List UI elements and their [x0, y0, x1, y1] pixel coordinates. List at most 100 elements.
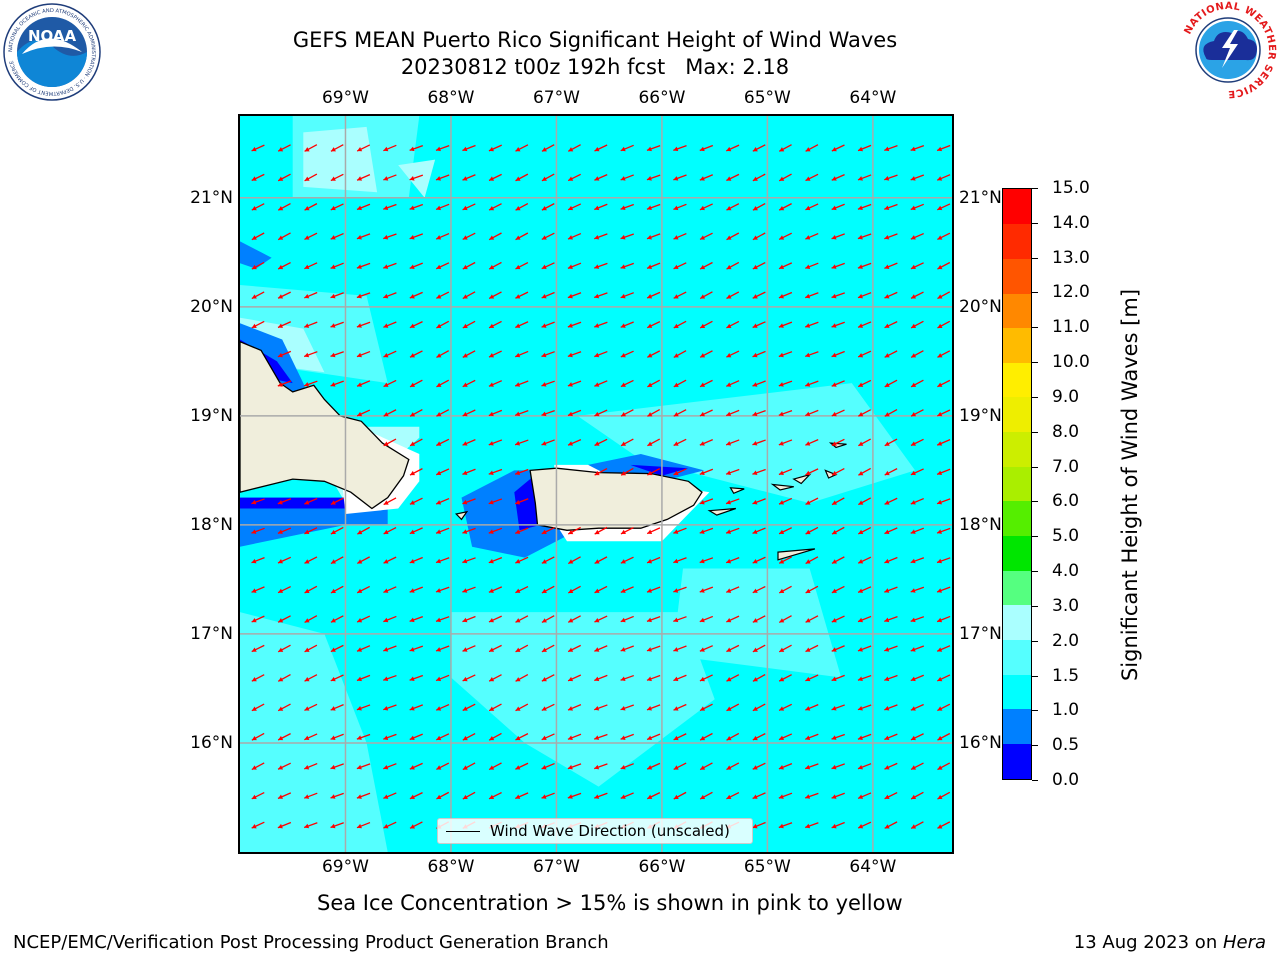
wave-direction-arrow — [356, 321, 371, 328]
arrow-head — [857, 234, 863, 240]
arrow-head — [409, 264, 415, 269]
arrow-head — [462, 294, 468, 299]
wave-direction-arrow — [831, 321, 845, 328]
wave-direction-arrow — [594, 468, 608, 476]
arrow-head — [251, 146, 257, 152]
arrow-head — [462, 176, 468, 181]
arrow-head — [884, 470, 890, 476]
wave-direction-arrow — [752, 350, 766, 358]
arrow-head — [568, 647, 574, 652]
arrow-head — [541, 794, 547, 799]
wave-direction-arrow — [831, 233, 845, 240]
wave-direction-arrow — [357, 526, 370, 535]
arrow-head — [462, 205, 468, 211]
wave-direction-arrow — [725, 468, 740, 475]
arrow-head — [541, 264, 547, 270]
colorbar-bin — [1003, 431, 1031, 467]
arrow-head — [515, 499, 521, 505]
arrow-head — [699, 205, 705, 211]
arrow-head — [910, 235, 916, 240]
wave-direction-arrow — [567, 262, 582, 269]
wave-direction-arrow — [620, 144, 634, 152]
arrow-head — [831, 293, 837, 299]
wave-direction-arrow — [884, 527, 898, 535]
wave-direction-arrow — [409, 468, 423, 476]
wave-direction-arrow — [383, 233, 397, 240]
arrow-head — [304, 382, 310, 387]
wave-direction-arrow — [304, 232, 318, 241]
wave-direction-arrow — [277, 762, 291, 770]
wave-direction-arrow — [752, 261, 766, 270]
wave-direction-arrow — [488, 261, 502, 270]
arrow-head — [462, 470, 468, 476]
wave-direction-arrow — [383, 733, 397, 740]
colorbar-bin — [1003, 396, 1031, 433]
arrow-head — [858, 382, 864, 387]
wave-direction-arrow — [436, 350, 450, 359]
arrow-head — [937, 176, 943, 181]
wave-direction-arrow — [435, 733, 450, 741]
wave-direction-arrow — [831, 174, 845, 181]
arrow-head — [541, 441, 547, 446]
arrow-head — [858, 824, 864, 829]
arrow-head — [436, 500, 442, 505]
arrow-head — [778, 823, 784, 829]
wave-direction-arrow — [488, 350, 502, 358]
wave-direction-arrow — [910, 821, 924, 830]
legend-line-sample — [446, 830, 480, 832]
arrow-head — [937, 794, 943, 800]
arrow-head — [831, 323, 837, 328]
wave-direction-arrow — [567, 526, 581, 535]
wave-direction-arrow — [805, 468, 819, 476]
colorbar-tick — [1032, 431, 1038, 433]
wave-direction-arrow — [515, 556, 529, 564]
wave-direction-arrow — [699, 703, 713, 712]
arrow-head — [673, 235, 679, 240]
wave-direction-arrow — [409, 497, 423, 505]
wave-direction-arrow — [778, 468, 793, 476]
arrow-head — [911, 382, 917, 387]
wave-direction-arrow — [435, 174, 450, 181]
arrow-head — [620, 617, 626, 623]
wave-direction-arrow — [330, 674, 344, 682]
wave-direction-arrow — [910, 703, 924, 711]
arrow-head — [620, 293, 626, 299]
arrow-head — [857, 205, 863, 211]
wave-direction-arrow — [356, 292, 371, 299]
arrow-head — [752, 823, 758, 829]
arrow-head — [884, 500, 890, 505]
arrow-head — [489, 677, 495, 682]
arrow-head — [409, 676, 415, 682]
wave-direction-arrow — [304, 527, 318, 535]
arrow-head — [330, 382, 336, 387]
wave-direction-arrow — [726, 203, 740, 211]
arrow-head — [805, 176, 811, 181]
arrow-head — [805, 647, 811, 652]
wave-direction-arrow — [620, 438, 634, 447]
arrow-head — [383, 559, 389, 564]
arrow-head — [858, 559, 864, 564]
wave-direction-arrow — [778, 262, 793, 270]
arrow-head — [831, 500, 837, 505]
arrow-head — [805, 764, 811, 770]
arrow-head — [937, 529, 942, 534]
wave-direction-arrow — [541, 615, 555, 623]
wave-direction-arrow — [435, 232, 450, 240]
wave-direction-arrow — [251, 586, 265, 593]
arrow-head — [251, 264, 257, 270]
arrow-head — [383, 735, 389, 740]
colorbar-tick — [1032, 675, 1038, 677]
arrow-head — [330, 676, 336, 682]
arrow-head — [462, 765, 468, 770]
arrow-head — [251, 706, 257, 711]
arrow-head — [700, 794, 706, 800]
arrow-head — [805, 823, 811, 829]
arrow-head — [647, 323, 653, 328]
wave-direction-arrow — [620, 763, 634, 770]
arrow-head — [857, 293, 863, 299]
arrow-head — [436, 470, 442, 476]
wave-direction-arrow — [515, 202, 529, 211]
arrow-head — [489, 794, 495, 799]
lat-tick-label-right: 20°N — [959, 296, 1002, 317]
wave-direction-arrow — [304, 144, 318, 152]
